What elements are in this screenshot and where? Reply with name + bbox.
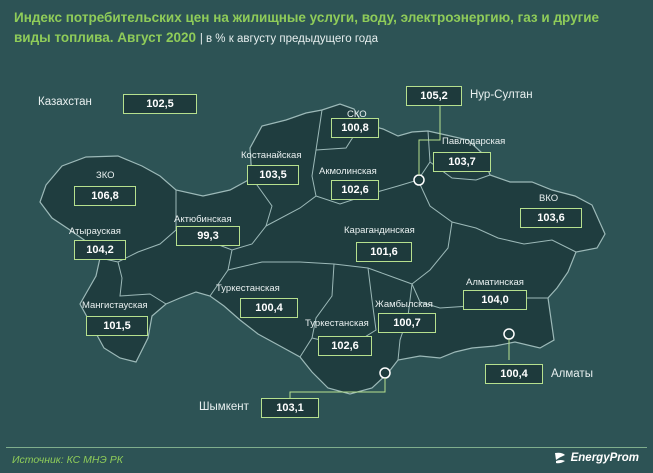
leader-lines [289,104,510,400]
region-value-zhambyl: 100,7 [378,313,436,333]
region-label-shymkent: Шымкент [199,401,249,413]
title: Индекс потребительских цен на жилищные у… [14,8,624,49]
energyprom-logo-icon [554,452,565,464]
region-value-mangystau: 101,5 [86,316,148,336]
region-label-zhambyl: Жамбылская [375,299,433,310]
title-subtitle: | в % к августу предыдущего года [199,33,379,45]
kazakhstan-outline [39,103,606,395]
region-value-turkestan: 102,6 [318,336,372,356]
region-label-almaty: Алматы [551,368,593,380]
region-label-nur-sultan: Нур-Султан [470,89,533,101]
footer-divider [6,447,647,448]
region-value-kyzylorda: 100,4 [240,298,298,318]
region-value-aktobe: 99,3 [176,226,240,246]
region-label-aktobe: Актюбинская [174,214,232,225]
region-value-akmola: 102,6 [331,180,379,200]
shymkent-marker [379,367,391,379]
region-label-karaganda: Карагандинская [344,225,415,236]
region-value-kostanay: 103,5 [247,165,299,185]
region-value-nur-sultan: 105,2 [406,86,462,106]
region-value-pavlodar: 103,7 [433,152,491,172]
region-label-akmola: Акмолинская [319,166,377,177]
source-note: Источник: КС МНЭ РК [12,454,123,466]
brand-name: EnergyProm [570,452,639,464]
region-label-turkestan: Туркестанская [305,318,369,329]
region-label-vko: ВКО [539,193,559,204]
region-label-pavlodar: Павлодарская [442,136,506,147]
title-main: Индекс потребительских цен на жилищные у… [14,10,600,45]
region-borders [99,109,577,361]
region-label-zko: ЗКО [96,170,115,181]
region-value-almaty: 100,4 [485,364,543,384]
region-value-atyrau: 104,2 [74,240,126,260]
region-label-sko: СКО [347,109,367,120]
nur-sultan-marker [413,174,425,186]
country-name: Казахстан [38,96,92,108]
region-value-sko: 100,8 [331,118,379,138]
region-label-almaty-region: Алматинская [466,277,524,288]
region-value-almaty-region: 104,0 [463,290,527,310]
region-value-zko: 106,8 [74,186,136,206]
region-label-kostanay: Костанайская [241,150,302,161]
country-value: 102,5 [123,94,197,114]
brand: EnergyProm [553,451,639,465]
almaty-marker [503,328,515,340]
region-value-vko: 103,6 [520,208,582,228]
region-label-atyrau: Атырауская [69,226,121,237]
region-label-mangystau: Мангистауская [82,300,148,311]
region-label-kyzylorda: Туркестанская [216,283,280,294]
region-value-karaganda: 101,6 [356,242,412,262]
region-value-shymkent: 103,1 [261,398,319,418]
